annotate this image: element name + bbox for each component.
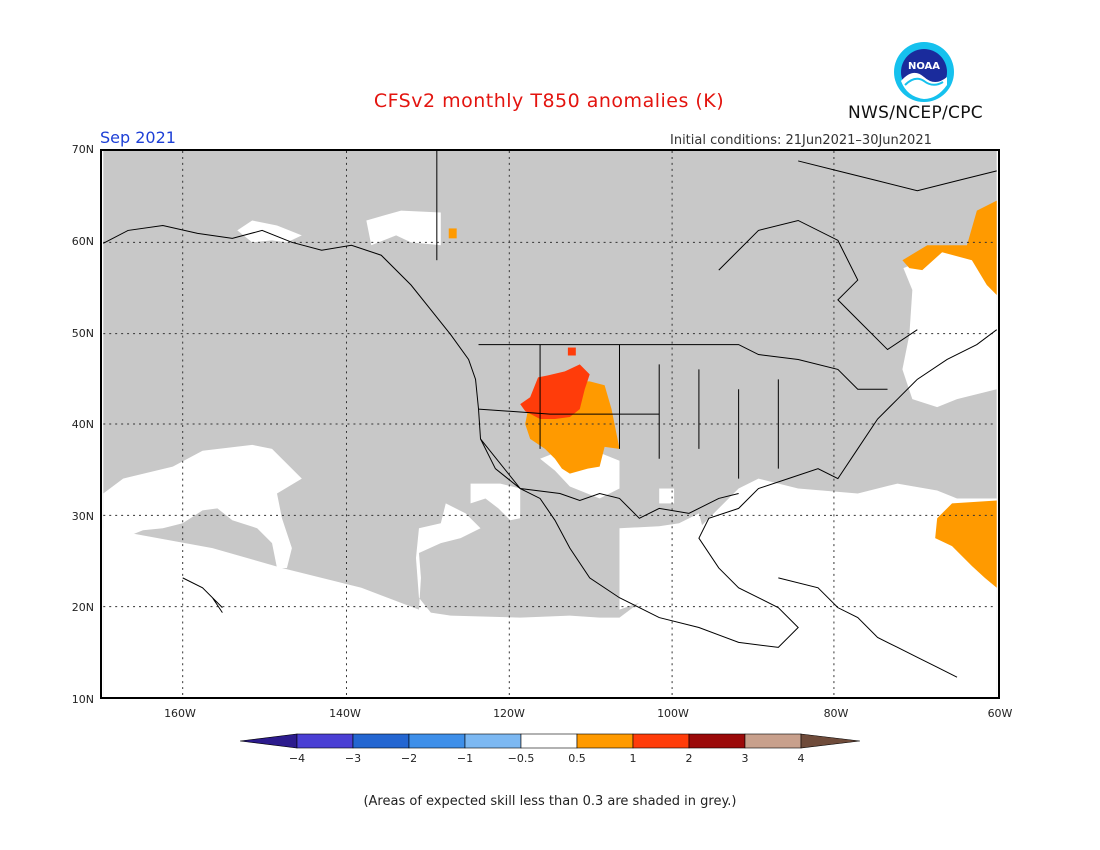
cb-seg-2 [352,733,410,749]
lat-label-10n: 10N [71,693,94,706]
lat-label-50n: 50N [71,327,94,340]
svg-text:NOAA: NOAA [908,61,940,72]
lon-label-100w: 100W [657,707,689,720]
cb-label-m05: −0.5 [507,752,535,765]
coastlines [103,151,998,678]
cb-label-p2: 2 [685,752,693,765]
cb-label-p05: 0.5 [568,752,586,765]
cb-seg-3 [408,733,466,749]
cb-seg-8 [688,733,746,749]
cb-arrow-left [240,733,298,749]
noaa-logo-icon: NOAA [894,42,954,102]
lat-label-40n: 40N [71,418,94,431]
cb-label-p3: 3 [741,752,749,765]
lon-label-160w: 160W [164,707,196,720]
positive-anomaly-orange [448,200,997,588]
agency-label: NWS/NCEP/CPC [848,103,983,123]
footnote: (Areas of expected skill less than 0.3 a… [363,794,737,809]
cb-seg-5 [520,733,578,749]
cb-label-m4: −4 [288,752,306,765]
valid-month-label: Sep 2021 [100,128,176,147]
lat-label-20n: 20N [71,601,94,614]
cb-seg-4 [464,733,522,749]
cb-seg-1 [296,733,354,749]
cb-seg-7 [632,733,690,749]
anomaly-map [100,149,1000,699]
lon-label-80w: 80W [823,707,849,720]
lon-label-140w: 140W [329,707,361,720]
initial-conditions-label: Initial conditions: 21Jun2021–30Jun2021 [670,133,932,148]
color-scale-bar [240,733,860,749]
lon-label-60w: 60W [987,707,1013,720]
cb-label-m2: −2 [400,752,418,765]
no-anomaly-regions [103,210,997,697]
positive-anomaly-red [520,347,590,420]
lat-label-70n: 70N [71,143,94,156]
lon-label-120w: 120W [493,707,525,720]
cb-label-p1: 1 [629,752,637,765]
graticule [103,151,997,697]
cb-seg-9 [744,733,802,749]
lat-label-60n: 60N [71,235,94,248]
cb-label-m3: −3 [344,752,362,765]
cb-arrow-right [800,733,860,749]
cb-seg-6 [576,733,634,749]
cb-label-m1: −1 [456,752,474,765]
lat-label-30n: 30N [71,510,94,523]
cb-label-p4: 4 [797,752,805,765]
chart-title: CFSv2 monthly T850 anomalies (K) [373,90,725,112]
